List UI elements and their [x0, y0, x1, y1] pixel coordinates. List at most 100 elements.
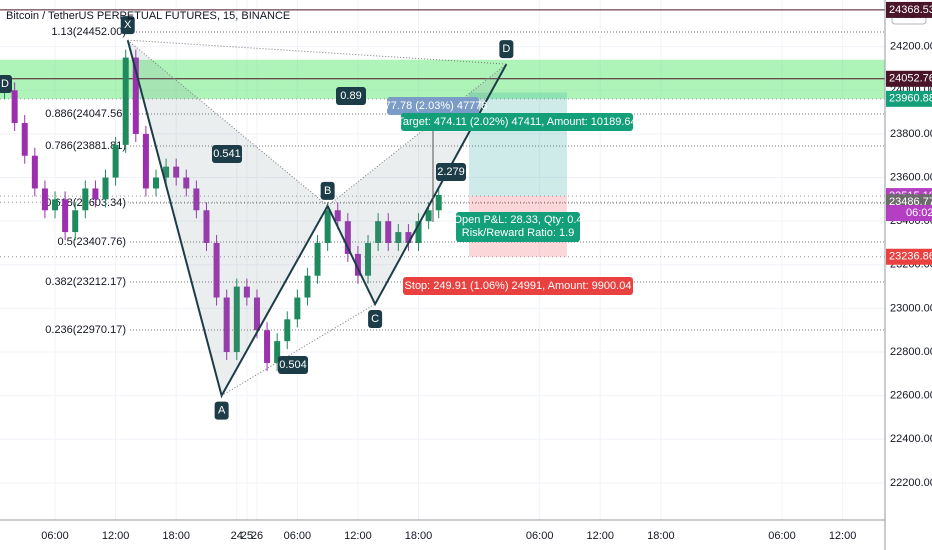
candle-body — [253, 297, 260, 331]
candle-body — [264, 330, 271, 363]
x-tick-label: 12:00 — [102, 530, 130, 542]
fib-label: 0.786(23881.81) — [45, 140, 126, 152]
target-zone — [469, 92, 567, 197]
pattern-ratio-line — [127, 39, 328, 207]
countdown-bg — [886, 205, 932, 222]
y-tick-label: 22800.00 — [890, 346, 932, 358]
fib-label: 0.886(24047.56) — [45, 108, 126, 120]
candle-body — [425, 210, 432, 222]
pattern-point-label: X — [124, 19, 132, 31]
x-tick-label: 06:00 — [284, 530, 312, 542]
price-tag-bg — [886, 70, 932, 87]
measure-label-bg — [387, 97, 479, 115]
candle-body — [102, 177, 109, 200]
pattern-point-label: B — [324, 185, 331, 197]
candle-body — [142, 133, 149, 189]
candle-body — [243, 286, 250, 298]
candle-body — [354, 253, 361, 276]
x-tick-label: 26 — [251, 530, 263, 542]
candle-body — [284, 319, 291, 342]
candle-body — [304, 275, 311, 298]
candle-body — [405, 232, 412, 243]
fib-label: 0.5(23407.76) — [58, 236, 127, 248]
price-tag: 24052.76 — [889, 73, 932, 85]
candle-body — [385, 221, 392, 243]
y-tick-label: 22200.00 — [890, 477, 932, 489]
y-tick-label: 23600.00 — [890, 171, 932, 183]
price-tag: 23236.86 — [889, 251, 932, 263]
candle-body — [11, 90, 18, 124]
price-tag-bg — [886, 90, 932, 107]
pattern-point-label: D — [1, 78, 9, 90]
target-label: Target: 474.11 (2.02%) 47411, Amount: 10… — [397, 116, 636, 128]
candle-body — [62, 199, 69, 233]
fib-label: 1.13(24452.00) — [51, 26, 126, 38]
candle-body — [41, 188, 48, 211]
candle-body — [415, 221, 422, 243]
x-tick-label: 18:00 — [647, 530, 675, 542]
target-label-bg — [401, 113, 633, 131]
candle-body — [72, 210, 79, 233]
candle-body — [152, 177, 159, 189]
candle-body — [314, 242, 321, 276]
x-tick-label: 25 — [241, 530, 253, 542]
pattern-ratio-bg — [336, 87, 366, 105]
pattern-point-label: C — [371, 313, 379, 325]
candle-body — [163, 166, 170, 178]
candle-body — [173, 166, 180, 178]
x-tick-label: 18:00 — [162, 530, 190, 542]
pattern-ratio: 0.541 — [213, 148, 241, 160]
y-tick-label: 22600.00 — [890, 390, 932, 402]
price-tag-bg — [886, 248, 932, 265]
pattern-point-label-bg — [120, 16, 135, 35]
pattern-point-label-bg — [320, 181, 335, 200]
candle-body — [375, 221, 382, 243]
candle-body — [31, 155, 38, 189]
pattern-ratio-line — [127, 39, 507, 65]
y-tick-label: 22400.00 — [890, 433, 932, 445]
candle-body — [365, 242, 372, 276]
candle-body — [112, 144, 119, 178]
pnl-bg — [456, 212, 580, 242]
price-tag-bg — [886, 1, 932, 18]
price-tag: 24368.53 — [889, 4, 932, 16]
candle-body — [324, 210, 331, 243]
pattern-ratio: 0.89 — [340, 90, 361, 102]
candle-body — [203, 210, 210, 243]
plot: 1.13(24452.00) 0.886(24047.56) 0.786(23881… — [0, 0, 885, 520]
x-tick-label: 24 — [231, 530, 243, 542]
pnl-label: Open P&L: 28.33, Qty: 0.4 — [453, 214, 582, 226]
y-tick-label: 23800.00 — [890, 128, 932, 140]
candle-body — [183, 177, 190, 189]
pattern-ratio-bg — [436, 163, 466, 181]
x-tick-label: 06:00 — [526, 530, 554, 542]
candle-body — [193, 188, 200, 211]
stop-label-bg — [403, 277, 633, 295]
x-tick-label: 06:00 — [768, 530, 796, 542]
candle-body — [395, 232, 402, 243]
pattern-ratio: 0.504 — [279, 359, 307, 371]
y-tick-label: 23000.00 — [890, 302, 932, 314]
rr-label: Risk/Reward Ratio: 1.9 — [462, 227, 575, 239]
candle-body — [274, 341, 281, 363]
pattern-point-label-bg — [0, 75, 12, 93]
candle-body — [122, 57, 129, 145]
zone — [0, 59, 885, 99]
stop-label: Stop: 249.91 (1.06%) 24991, Amount: 9900… — [405, 280, 632, 292]
candle-body — [82, 188, 89, 211]
pattern-ratio-bg — [212, 145, 242, 163]
x-tick-label: 12:00 — [829, 530, 857, 542]
candle-body — [223, 297, 230, 353]
pattern-ratio-line — [327, 63, 507, 207]
candle-body — [213, 242, 220, 298]
candle-body — [344, 221, 351, 254]
x-tick-label: 12:00 — [586, 530, 614, 542]
fib-label: 0.382(23212.17) — [45, 276, 126, 288]
chart-title: Bitcoin / TetherUS PERPETUAL FUTURES, 15… — [6, 10, 290, 22]
pattern-fill — [127, 40, 328, 396]
pattern-point-label-bg — [368, 310, 383, 329]
x-tick-label: 18:00 — [405, 530, 433, 542]
candle-body — [132, 57, 139, 134]
x-tick-label: 12:00 — [344, 530, 372, 542]
